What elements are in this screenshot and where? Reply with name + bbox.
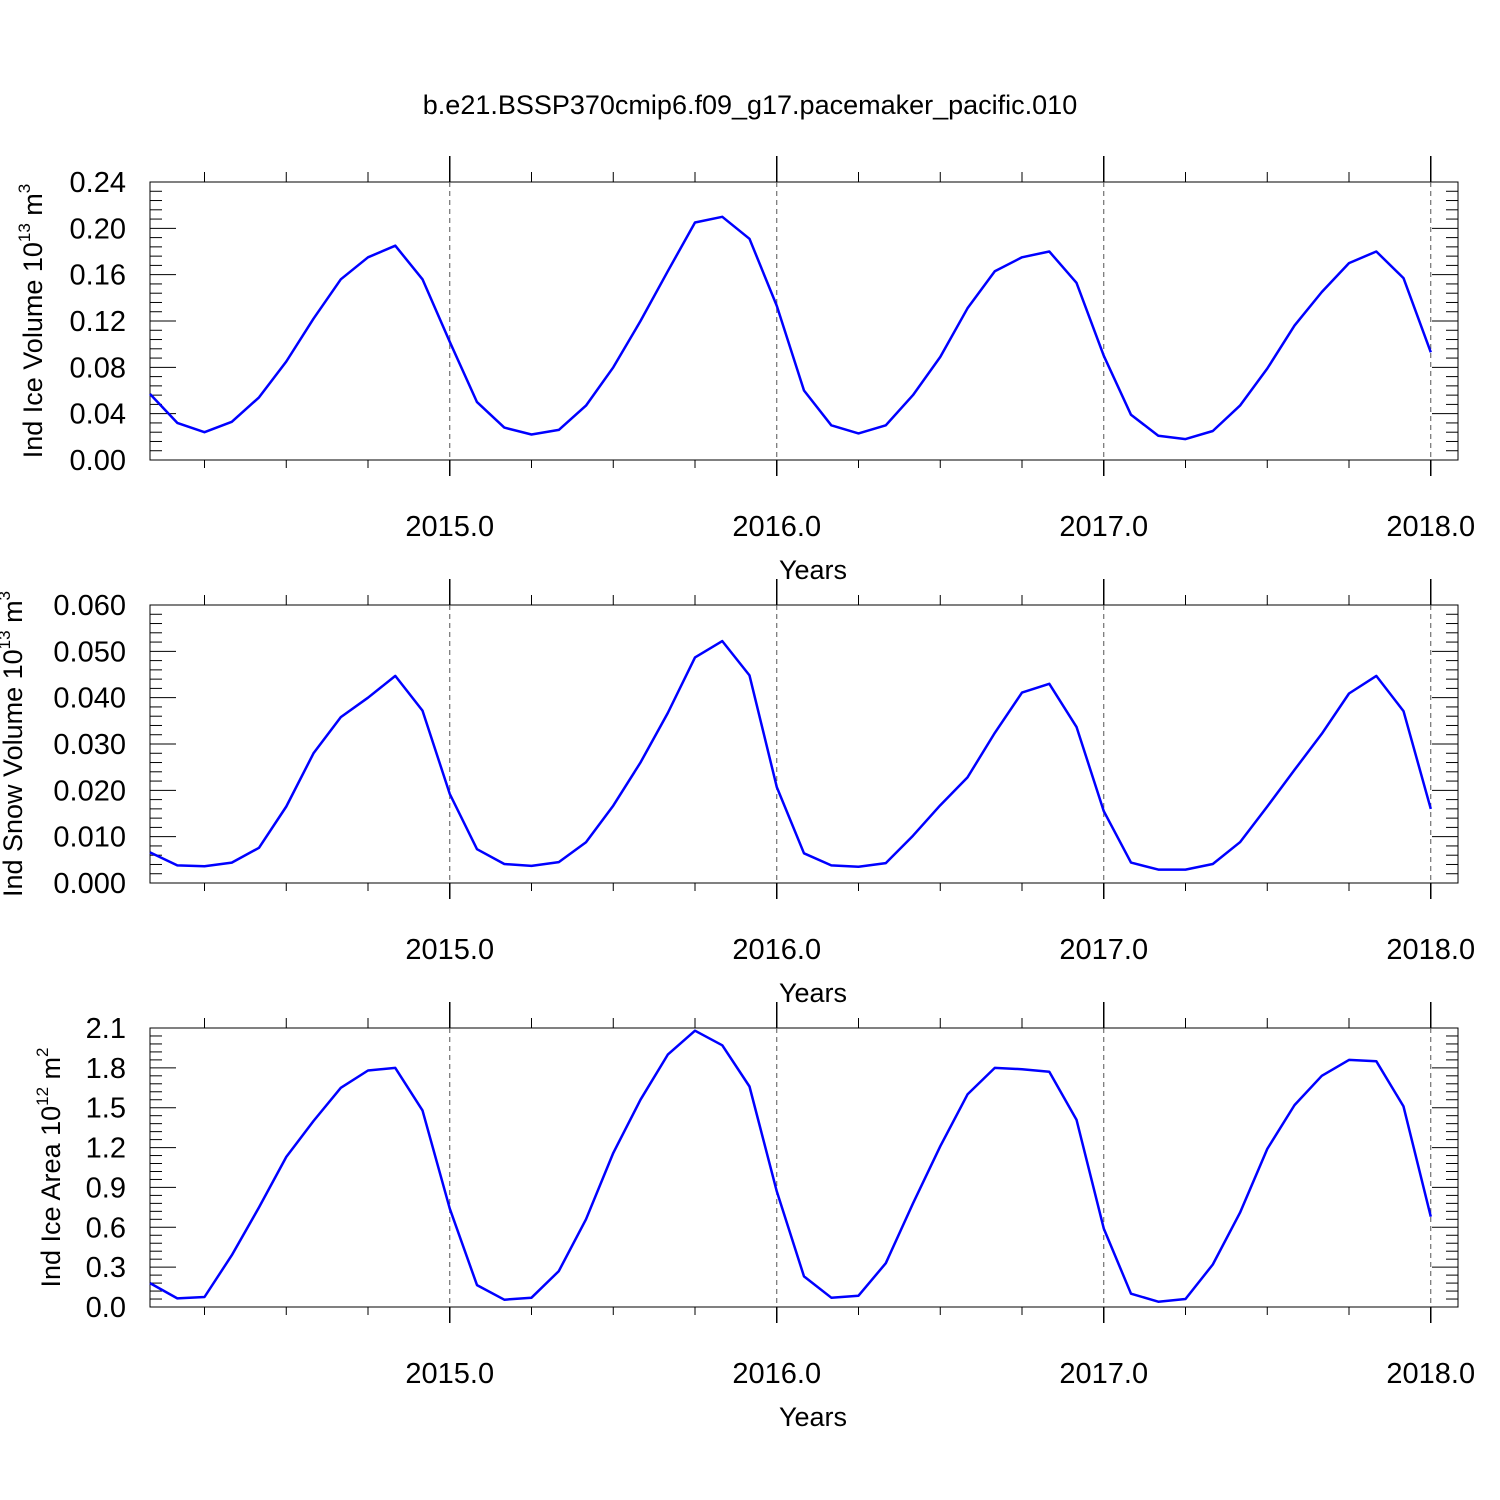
x-axis-title: Years (779, 555, 847, 585)
y-tick-label: 0.010 (53, 822, 126, 854)
panel-1: 2015.0 2016.0 2017.0 2018.0 0.00 0.04 0.08 0.12… (15, 156, 1475, 585)
series-line (149, 639, 1433, 871)
y-tick-label: 0.000 (53, 868, 126, 900)
x-tick-label: 2018.0 (1386, 934, 1475, 966)
y-tick-label: 1.8 (86, 1053, 126, 1085)
x-tick-label: 2016.0 (732, 511, 821, 543)
y-tick-label: 1.2 (86, 1133, 126, 1165)
x-tick-label: 2015.0 (405, 511, 494, 543)
x-tick-label: 2015.0 (405, 1358, 494, 1390)
y-tick-label: 0.20 (70, 213, 126, 245)
y-tick-label: 0.020 (53, 775, 126, 807)
plot-frame (149, 181, 1459, 461)
x-tick-label: 2017.0 (1059, 1358, 1148, 1390)
y-tick-label: 0.04 (70, 399, 126, 431)
plot-frame (149, 604, 1459, 884)
y-tick-label: 0.050 (53, 636, 126, 668)
series-line (149, 215, 1432, 441)
y-tick-label: 0.0 (86, 1292, 126, 1324)
x-tick-label: 2016.0 (732, 934, 821, 966)
plot-frame (149, 1027, 1459, 1308)
y-tick-label: 0.24 (70, 167, 126, 199)
y-tick-label: 0.6 (86, 1212, 126, 1244)
x-tick-label: 2018.0 (1386, 511, 1475, 543)
x-tick-label: 2017.0 (1059, 511, 1148, 543)
y-tick-label: 0.030 (53, 729, 126, 761)
y-axis-title: Ind Ice Volume 1013 m3 (15, 184, 48, 459)
series-line (149, 1029, 1433, 1303)
y-tick-label: 2.1 (86, 1013, 126, 1045)
x-axis-title: Years (779, 1402, 847, 1432)
y-tick-label: 0.9 (86, 1172, 126, 1204)
chart-title: b.e21.BSSP370cmip6.f09_g17.pacemaker_pac… (422, 90, 1078, 120)
y-tick-label: 0.00 (70, 445, 126, 477)
y-axis-title: Ind Snow Volume 1013 m3 (0, 591, 28, 897)
x-tick-label: 2015.0 (405, 934, 494, 966)
x-axis-title: Years (779, 978, 847, 1008)
x-tick-label: 2017.0 (1059, 934, 1148, 966)
y-tick-label: 0.16 (70, 260, 126, 292)
panel-2: 2015.0 2016.0 2017.0 2018.0 0.000 0.010 0.020 0… (0, 579, 1475, 1008)
x-tick-label: 2016.0 (732, 1358, 821, 1390)
panel-3: 2015.0 2016.0 2017.0 2018.0 0.0 0.3 0.6 0.9 1.2 1… (33, 1002, 1475, 1432)
y-tick-label: 0.12 (70, 306, 126, 338)
y-tick-label: 1.5 (86, 1093, 126, 1125)
y-tick-label: 0.08 (70, 352, 126, 384)
y-tick-label: 0.3 (86, 1252, 126, 1284)
y-axis-title: Ind Ice Area 1012 m2 (33, 1047, 66, 1287)
y-tick-label: 0.040 (53, 683, 126, 715)
x-tick-label: 2018.0 (1386, 1358, 1475, 1390)
y-tick-label: 0.060 (53, 590, 126, 622)
